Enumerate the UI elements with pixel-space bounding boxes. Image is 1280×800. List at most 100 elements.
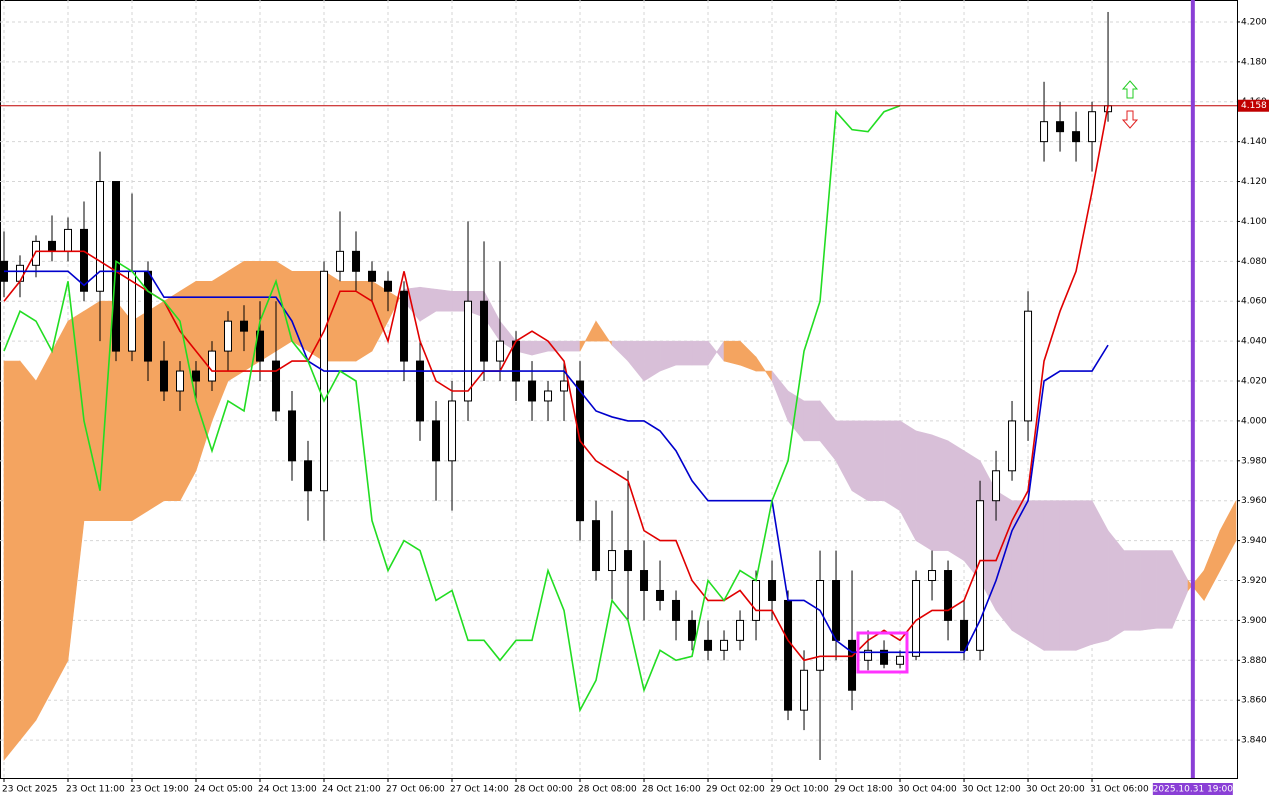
candle-body <box>928 570 937 582</box>
y-tick-label: 4.100 <box>1241 217 1267 227</box>
y-tick-label: 4.040 <box>1241 337 1267 347</box>
x-tick-label: 23 Oct 11:00 <box>66 785 125 795</box>
candle-body <box>160 360 169 392</box>
candle-body <box>1072 131 1081 143</box>
y-tick-label: 3.940 <box>1241 536 1267 546</box>
candle-body <box>256 330 265 362</box>
cloud-segment <box>163 290 181 502</box>
time-label: 2025.10.31 19:00 <box>1153 785 1234 795</box>
cloud-segment <box>1027 500 1045 651</box>
candle-body <box>368 270 377 282</box>
candle-body <box>816 580 825 671</box>
candle-body <box>304 460 313 492</box>
y-tick-label: 3.860 <box>1241 696 1267 706</box>
candle-body <box>240 320 249 332</box>
candle-body <box>800 669 809 711</box>
candle-body <box>624 550 633 572</box>
x-tick-label: 30 Oct 20:00 <box>1026 785 1085 795</box>
cloud-segment <box>1011 500 1029 641</box>
y-tick-label: 4.120 <box>1241 177 1267 187</box>
candle-body <box>1088 111 1097 143</box>
candle-body <box>48 240 57 252</box>
candle-body <box>880 649 889 665</box>
x-tick-label: 30 Oct 12:00 <box>962 785 1021 795</box>
candle-body <box>336 250 345 272</box>
y-tick-label: 3.900 <box>1241 616 1267 626</box>
candle-body <box>704 639 713 651</box>
y-tick-label: 3.880 <box>1241 656 1267 666</box>
cloud-segment <box>851 420 869 502</box>
candle-body <box>976 500 985 651</box>
y-tick-label: 4.080 <box>1241 257 1267 267</box>
highlight-box <box>856 631 909 674</box>
candle-body <box>400 290 409 362</box>
candle-body <box>1024 310 1033 422</box>
price-label: 4.158 <box>1241 101 1267 111</box>
y-tick-label: 3.920 <box>1241 576 1267 586</box>
indicator-line <box>3 104 901 713</box>
indicator-line <box>3 105 1109 662</box>
candle-body <box>352 250 361 272</box>
indicator-line <box>4 270 1109 654</box>
candle-body <box>208 350 217 382</box>
y-tick-label: 4.200 <box>1241 17 1267 27</box>
candle-body <box>80 228 89 292</box>
cloud-segment <box>563 340 581 352</box>
candle-body <box>752 580 761 621</box>
candle-body <box>992 470 1001 502</box>
candle-body <box>864 649 873 661</box>
candle-body <box>896 655 905 665</box>
candle-body <box>272 360 281 412</box>
cloud-segment <box>1043 500 1061 651</box>
candle-body <box>384 280 393 292</box>
cloud-segment <box>19 360 37 741</box>
candle-body <box>720 639 729 651</box>
cloud-segment <box>995 490 1013 632</box>
candle-body <box>432 420 441 462</box>
candle-body <box>832 580 841 641</box>
candle-body <box>608 550 617 572</box>
x-tick-label: 27 Oct 06:00 <box>386 785 445 795</box>
candle-body <box>688 619 697 641</box>
candle-body <box>560 380 569 392</box>
y-tick-label: 4.140 <box>1241 137 1267 147</box>
x-tick-label: 23 Oct 19:00 <box>130 785 189 795</box>
cloud-segment <box>35 350 53 721</box>
cloud-segment <box>1075 500 1093 651</box>
cloud-segment <box>883 420 901 512</box>
cloud-segment <box>275 260 293 352</box>
y-tick-label: 4.180 <box>1241 57 1267 67</box>
candle-body <box>528 380 537 402</box>
candle-body <box>96 181 105 292</box>
candle-body <box>1040 121 1049 143</box>
cloud-segment <box>1059 500 1077 651</box>
x-tick-label: 24 Oct 21:00 <box>322 785 381 795</box>
x-tick-label: 29 Oct 02:00 <box>706 785 765 795</box>
y-tick-label: 3.960 <box>1241 496 1267 506</box>
cloud-segment <box>3 360 21 761</box>
candle-body <box>192 370 201 382</box>
candle-body <box>576 380 585 522</box>
x-tick-label: 24 Oct 05:00 <box>194 785 253 795</box>
x-tick-label: 23 Oct 2025 <box>2 785 58 795</box>
x-tick-label: 29 Oct 18:00 <box>834 785 893 795</box>
candle-body <box>496 340 505 362</box>
candle-body <box>480 300 489 362</box>
cloud-segment <box>675 340 693 366</box>
cloud-segment <box>947 440 965 562</box>
candle-body <box>592 520 601 572</box>
candle-body <box>144 270 153 362</box>
y-tick-label: 3.980 <box>1241 456 1267 466</box>
candle-body <box>1008 420 1017 472</box>
candle-body <box>656 589 665 601</box>
x-tick-label: 31 Oct 06:00 <box>1090 785 1149 795</box>
down-arrow <box>1121 110 1139 129</box>
candle-body <box>736 619 745 641</box>
candle-body <box>224 320 233 352</box>
cloud-segment <box>723 340 741 366</box>
x-tick-label: 24 Oct 13:00 <box>258 785 317 795</box>
y-tick-label: 4.000 <box>1241 416 1267 426</box>
x-tick-label: 28 Oct 08:00 <box>578 785 637 795</box>
cloud-segment <box>547 340 565 352</box>
